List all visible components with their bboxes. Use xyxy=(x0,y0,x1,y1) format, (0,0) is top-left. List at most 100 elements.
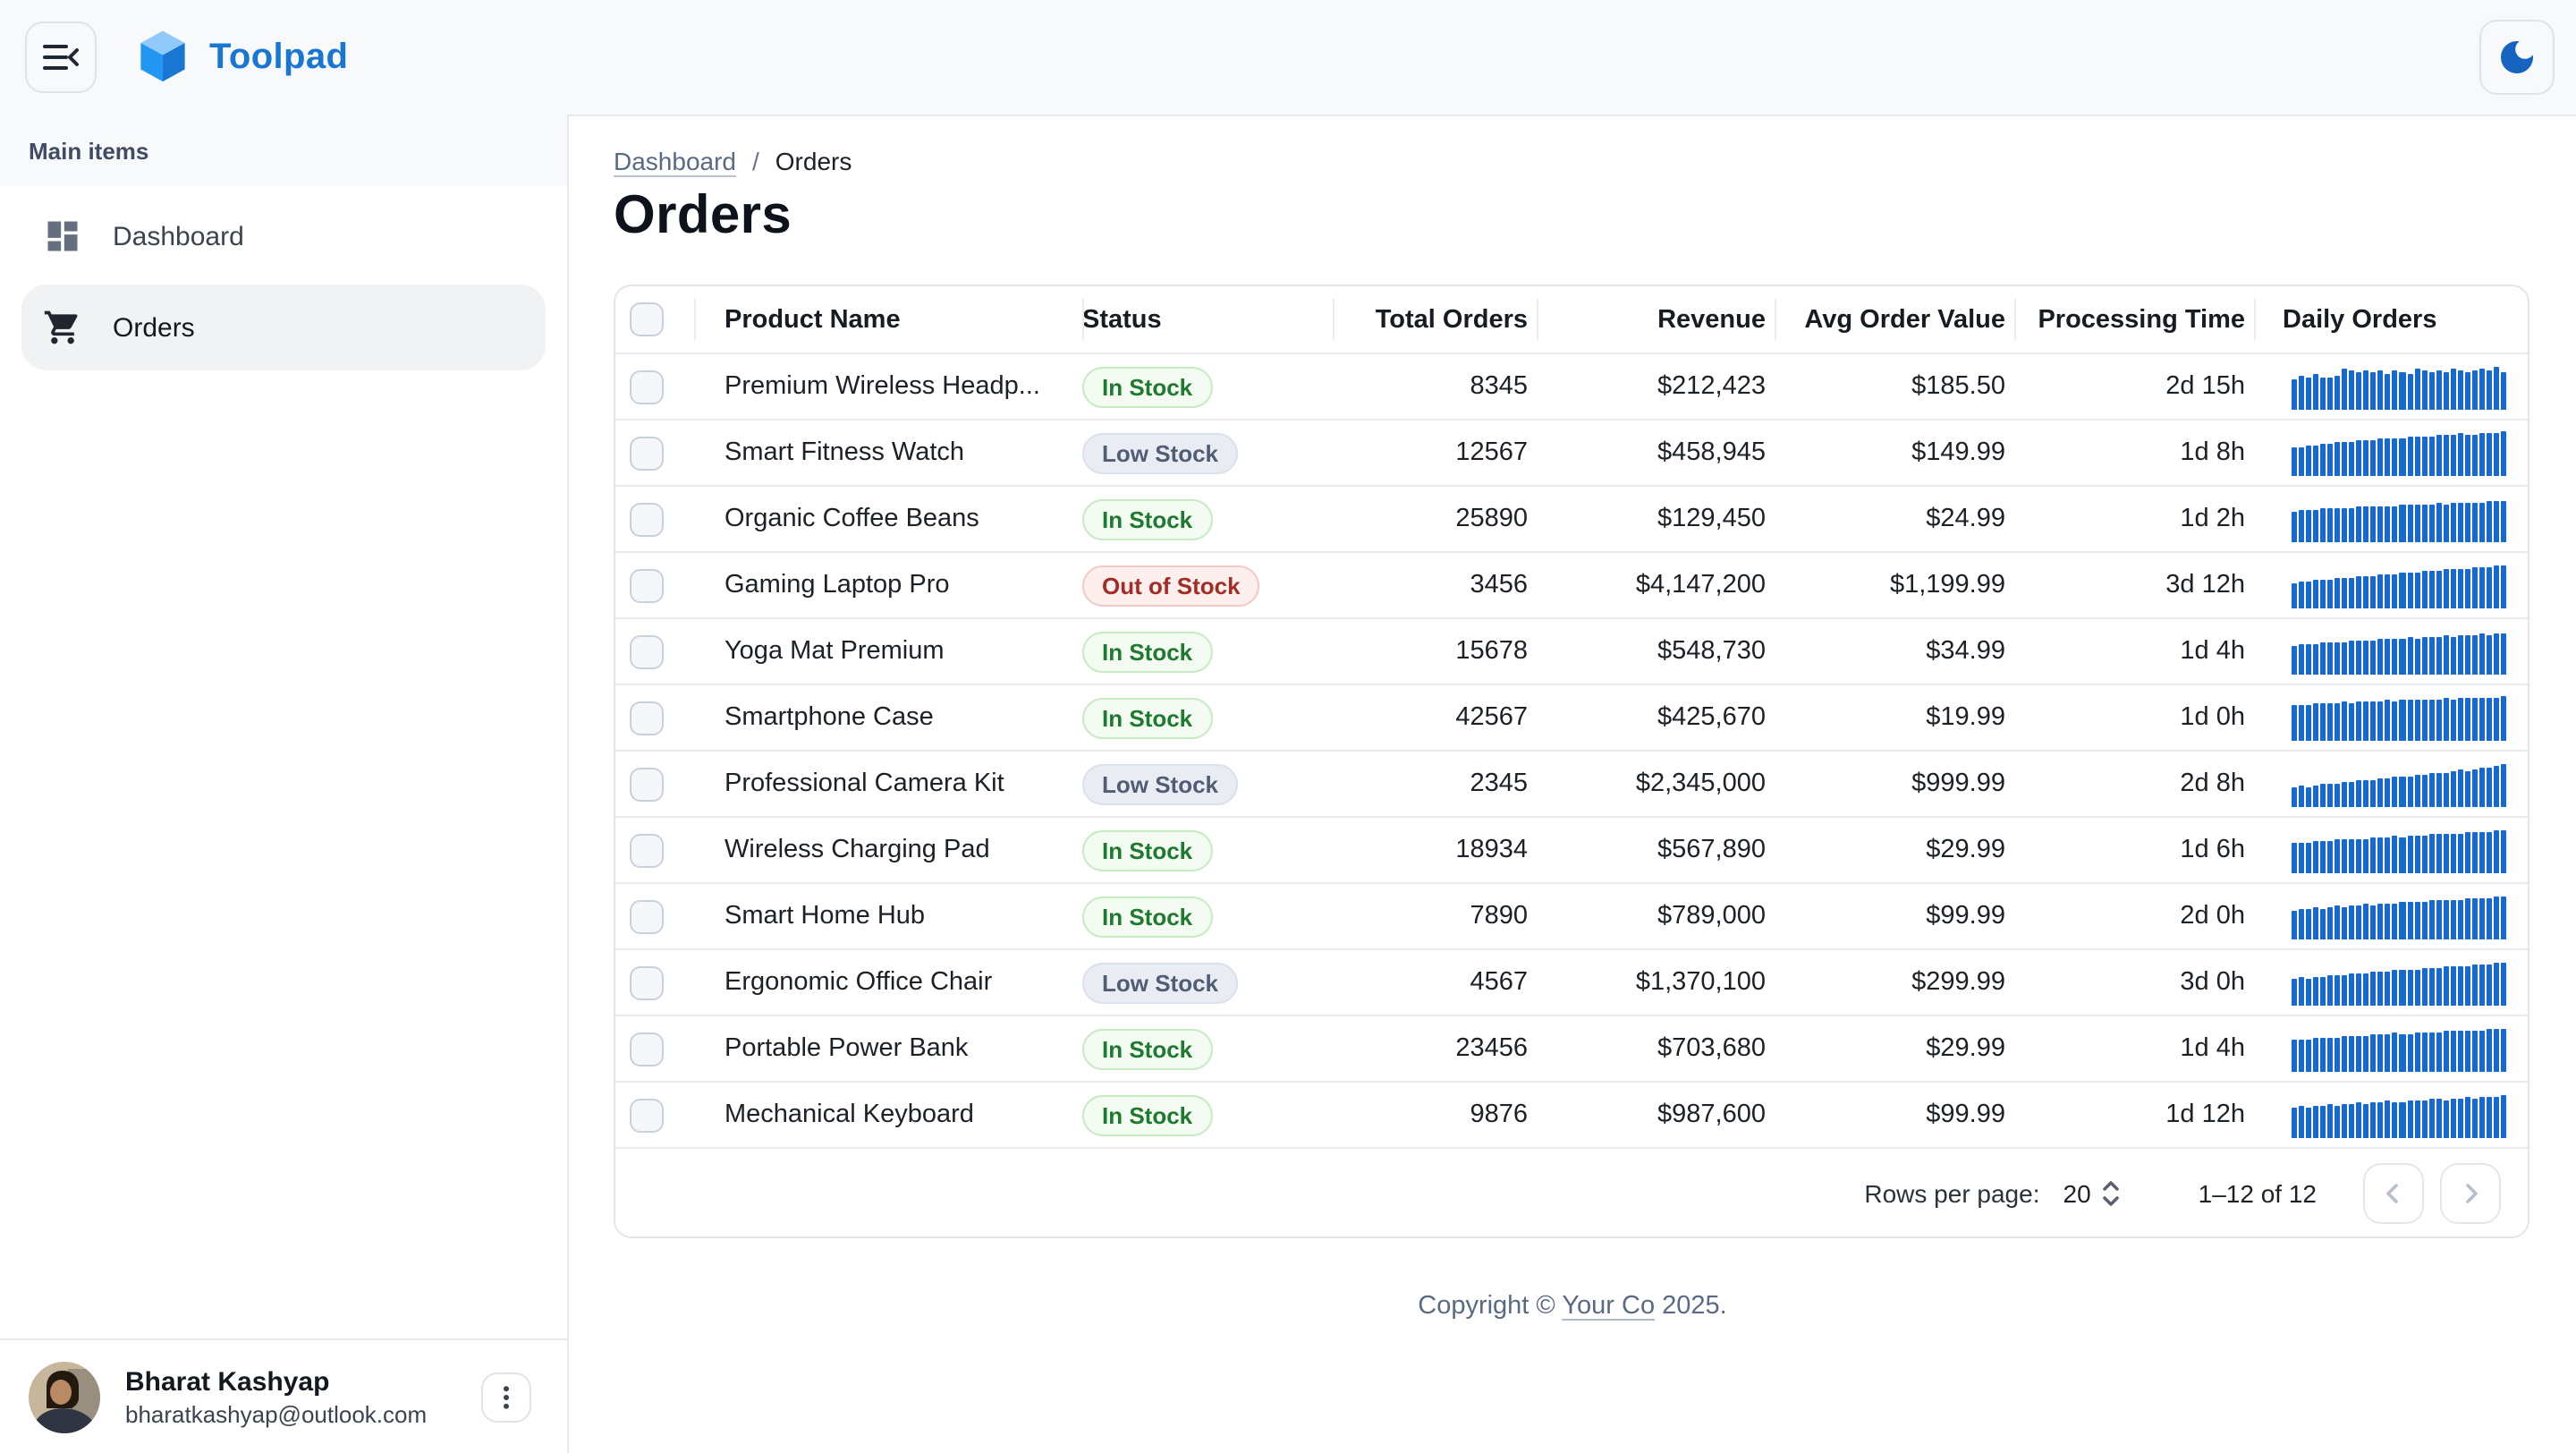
revenue-cell: $4,147,200 xyxy=(1537,552,1775,619)
column-header-product-name[interactable]: Product Name xyxy=(694,286,1082,354)
row-checkbox[interactable] xyxy=(630,568,664,602)
daily-orders-sparkline xyxy=(2292,894,2506,939)
revenue-cell: $2,345,000 xyxy=(1537,751,1775,818)
row-checkbox[interactable] xyxy=(630,767,664,801)
status-cell: Low Stock xyxy=(1082,420,1333,487)
orders-table-card: Product Name Status Total Orders Revenue… xyxy=(614,285,2529,1238)
revenue-cell: $789,000 xyxy=(1537,883,1775,950)
status-cell: In Stock xyxy=(1082,883,1333,950)
select-all-checkbox[interactable] xyxy=(630,302,664,336)
table-row: Smartphone Case In Stock 42567 $425,670 $19.… xyxy=(615,684,2528,752)
previous-page-button[interactable] xyxy=(2363,1162,2424,1223)
total-orders-cell: 15678 xyxy=(1333,618,1537,685)
user-meta: Bharat Kashyap bharatkashyap@outlook.com xyxy=(125,1366,456,1427)
status-badge: In Stock xyxy=(1082,1028,1213,1069)
status-badge: In Stock xyxy=(1082,1094,1213,1135)
dark-mode-moon-icon xyxy=(2496,36,2538,79)
table-header-row: Product Name Status Total Orders Revenue… xyxy=(615,286,2528,354)
cart-icon xyxy=(43,308,82,347)
copyright-prefix: Copyright © xyxy=(1418,1292,1563,1321)
daily-orders-sparkline xyxy=(2292,828,2506,872)
row-checkbox[interactable] xyxy=(630,502,664,536)
product-name-cell: Professional Camera Kit xyxy=(694,751,1082,818)
row-checkbox[interactable] xyxy=(630,436,664,470)
processing-time-cell: 1d 2h xyxy=(2014,486,2254,553)
next-page-button[interactable] xyxy=(2440,1162,2501,1223)
sidebar-item-orders[interactable]: Orders xyxy=(21,285,546,370)
row-checkbox[interactable] xyxy=(630,833,664,867)
product-name-cell: Organic Coffee Beans xyxy=(694,486,1082,553)
column-header-processing-time[interactable]: Processing Time xyxy=(2014,286,2254,354)
revenue-cell: $1,370,100 xyxy=(1537,949,1775,1016)
breadcrumb-separator: / xyxy=(752,147,759,175)
row-checkbox[interactable] xyxy=(630,1098,664,1132)
product-name-cell: Smart Fitness Watch xyxy=(694,420,1082,487)
revenue-cell: $458,945 xyxy=(1537,420,1775,487)
user-account-section: Bharat Kashyap bharatkashyap@outlook.com xyxy=(0,1338,567,1453)
table-row: Portable Power Bank In Stock 23456 $703,680… xyxy=(615,1015,2528,1083)
theme-toggle-button[interactable] xyxy=(2479,20,2555,95)
row-checkbox[interactable] xyxy=(630,701,664,735)
daily-orders-sparkline xyxy=(2292,563,2506,608)
your-co-link[interactable]: Your Co xyxy=(1562,1292,1656,1321)
sidebar-section-label: Main items xyxy=(0,115,567,186)
column-header-status[interactable]: Status xyxy=(1082,286,1333,354)
table-row: Ergonomic Office Chair Low Stock 4567 $1,37… xyxy=(615,949,2528,1016)
processing-time-cell: 3d 0h xyxy=(2014,949,2254,1016)
table-row: Smart Home Hub In Stock 7890 $789,000 $99.99… xyxy=(615,883,2528,950)
copyright-footer: Copyright © Your Co 2025. xyxy=(569,1292,2576,1321)
user-menu-button[interactable] xyxy=(481,1372,531,1422)
main-content: Dashboard / Orders Orders Product Name xyxy=(569,115,2576,1453)
column-header-avg-order-value[interactable]: Avg Order Value xyxy=(1775,286,2014,354)
rows-per-page-select[interactable]: 20 xyxy=(2063,1175,2123,1211)
status-cell: Out of Stock xyxy=(1082,552,1333,619)
daily-orders-sparkline xyxy=(2292,1026,2506,1071)
app-title: Toolpad xyxy=(209,37,349,76)
avg-order-value-cell: $29.99 xyxy=(1775,817,2014,884)
product-name-cell: Wireless Charging Pad xyxy=(694,817,1082,884)
status-badge: In Stock xyxy=(1082,366,1213,407)
table-row: Yoga Mat Premium In Stock 15678 $548,730 $34… xyxy=(615,618,2528,685)
status-cell: Low Stock xyxy=(1082,751,1333,818)
row-checkbox[interactable] xyxy=(630,634,664,668)
total-orders-cell: 18934 xyxy=(1333,817,1537,884)
column-header-revenue[interactable]: Revenue xyxy=(1537,286,1775,354)
table-row: Professional Camera Kit Low Stock 2345 $2,3… xyxy=(615,751,2528,818)
product-name-cell: Yoga Mat Premium xyxy=(694,618,1082,685)
row-checkbox[interactable] xyxy=(630,370,664,404)
status-badge: In Stock xyxy=(1082,631,1213,672)
status-badge: In Stock xyxy=(1082,829,1213,871)
revenue-cell: $987,600 xyxy=(1537,1082,1775,1149)
status-badge: In Stock xyxy=(1082,697,1213,738)
row-checkbox[interactable] xyxy=(630,899,664,933)
product-name-cell: Premium Wireless Headp... xyxy=(694,353,1082,421)
daily-orders-sparkline xyxy=(2292,364,2506,409)
column-header-total-orders[interactable]: Total Orders xyxy=(1333,286,1537,354)
daily-orders-sparkline xyxy=(2292,497,2506,541)
status-badge: In Stock xyxy=(1082,896,1213,937)
column-header-daily-orders[interactable]: Daily Orders xyxy=(2254,286,2528,354)
sidebar-item-dashboard[interactable]: Dashboard xyxy=(21,197,546,276)
total-orders-cell: 23456 xyxy=(1333,1015,1537,1083)
sidebar-nav: Dashboard Orders xyxy=(0,186,567,379)
daily-orders-sparkline xyxy=(2292,695,2506,740)
row-checkbox[interactable] xyxy=(630,965,664,999)
table-row: Gaming Laptop Pro Out of Stock 3456 $4,147,… xyxy=(615,552,2528,619)
sidebar-spacer xyxy=(0,379,567,1338)
status-cell: In Stock xyxy=(1082,618,1333,685)
breadcrumb-dashboard-link[interactable]: Dashboard xyxy=(614,147,736,175)
revenue-cell: $703,680 xyxy=(1537,1015,1775,1083)
collapse-menu-button[interactable] xyxy=(25,21,97,93)
app-logo-link[interactable]: Toolpad xyxy=(136,29,348,86)
user-email: bharatkashyap@outlook.com xyxy=(125,1400,428,1427)
more-vert-icon xyxy=(490,1381,522,1413)
processing-time-cell: 3d 12h xyxy=(2014,552,2254,619)
avg-order-value-cell: $19.99 xyxy=(1775,684,2014,752)
product-name-cell: Smartphone Case xyxy=(694,684,1082,752)
product-name-cell: Ergonomic Office Chair xyxy=(694,949,1082,1016)
row-checkbox[interactable] xyxy=(630,1032,664,1066)
avg-order-value-cell: $24.99 xyxy=(1775,486,2014,553)
chevron-left-icon xyxy=(2377,1177,2410,1209)
status-badge: Low Stock xyxy=(1082,432,1239,473)
